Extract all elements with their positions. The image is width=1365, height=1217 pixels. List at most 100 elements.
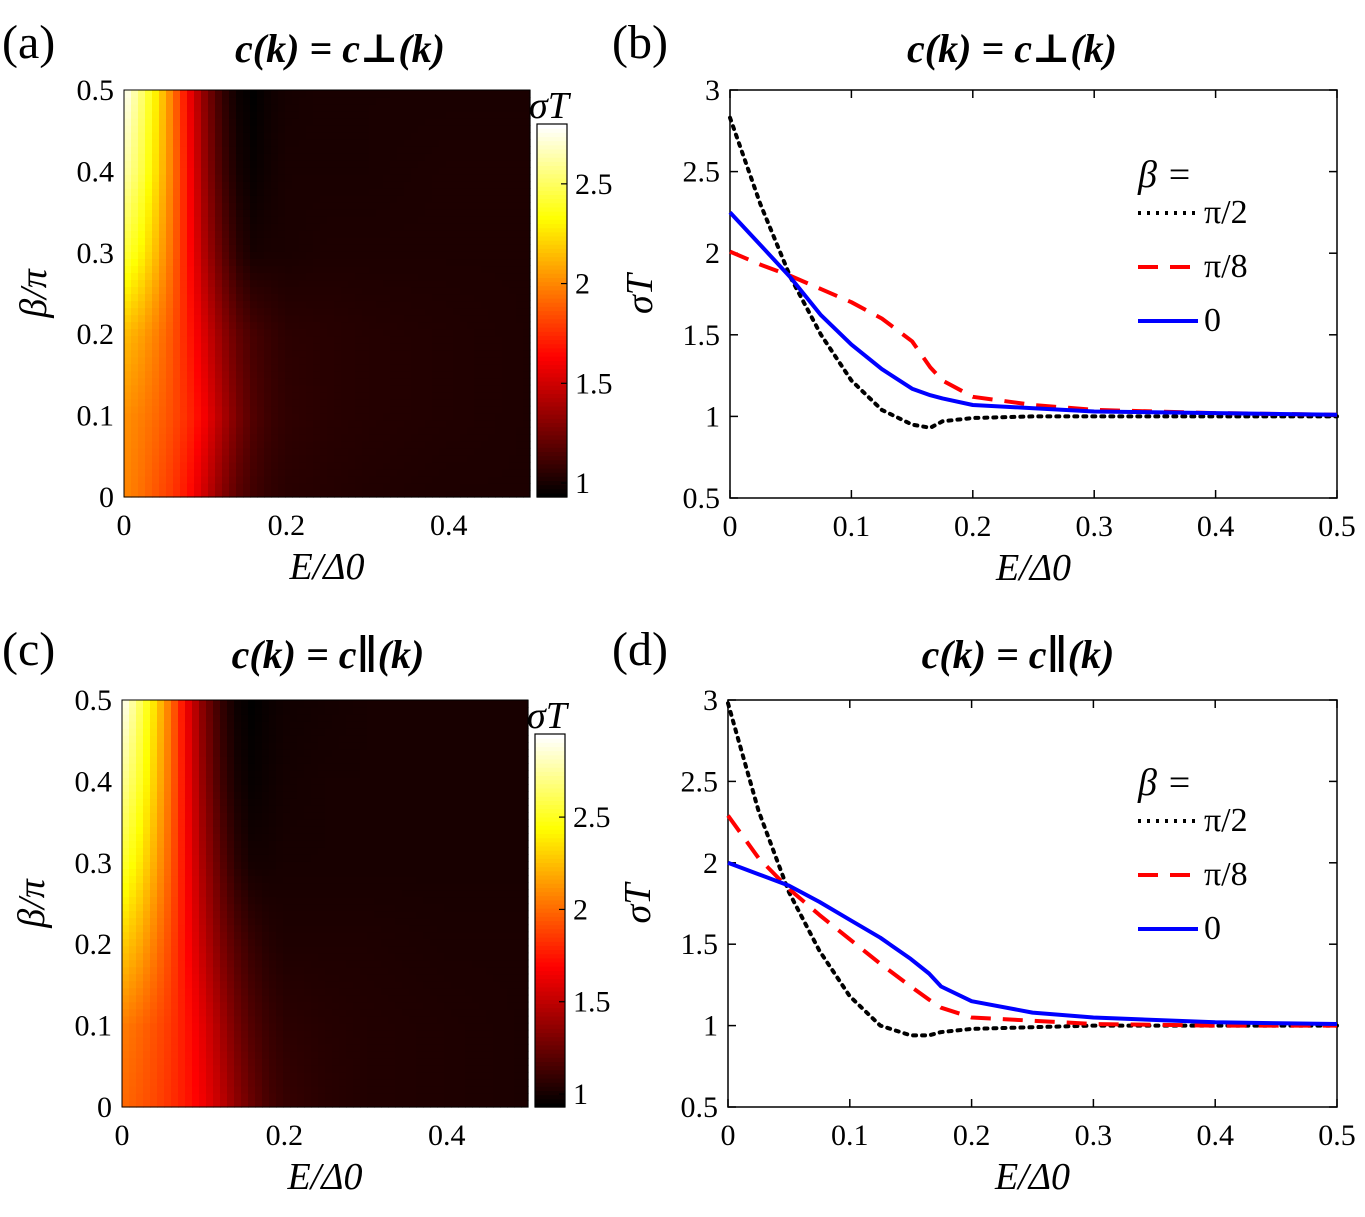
heatmap-cell	[306, 195, 314, 203]
heatmap-cell	[276, 875, 284, 884]
heatmap-cell	[283, 980, 291, 989]
heatmap-cell	[271, 454, 279, 463]
heatmap-cell	[432, 356, 440, 365]
heatmap-cell	[488, 146, 496, 154]
heatmap-cell	[285, 405, 293, 414]
heatmap-cell	[411, 321, 419, 330]
heatmap-cell	[222, 398, 230, 407]
heatmap-cell	[290, 728, 298, 736]
heatmap-cell	[213, 889, 221, 898]
heatmap-cell	[199, 812, 207, 820]
heatmap-cell	[173, 300, 181, 309]
heatmap-cell	[236, 363, 244, 372]
heatmap-cell	[171, 805, 179, 813]
heatmap-cell	[292, 356, 300, 365]
heatmap-cell	[285, 356, 293, 365]
heatmap-cell	[278, 104, 286, 112]
heatmap-cell	[290, 742, 298, 750]
heatmap-cell	[166, 97, 174, 105]
heatmap-cell	[241, 714, 249, 722]
heatmap-cell	[502, 321, 510, 330]
heatmap-cell	[467, 405, 475, 414]
heatmap-cell	[283, 1015, 291, 1024]
heatmap-cell	[262, 1078, 270, 1087]
heatmap-cell	[355, 482, 363, 491]
heatmap-cell	[159, 125, 167, 133]
heatmap-cell	[185, 847, 193, 855]
heatmap-cell	[222, 440, 230, 449]
heatmap-cell	[453, 279, 461, 288]
heatmap-cell	[255, 847, 263, 855]
heatmap-cell	[453, 118, 461, 126]
heatmap-cell	[201, 216, 209, 224]
heatmap-cell	[222, 118, 230, 126]
heatmap-cell	[250, 209, 258, 217]
heatmap-cell	[157, 868, 165, 877]
heatmap-cell	[516, 482, 524, 491]
heatmap-cell	[220, 896, 228, 905]
heatmap-cell	[269, 1043, 277, 1052]
heatmap-cell	[290, 749, 298, 757]
heatmap-cell	[290, 931, 298, 940]
heatmap-cell	[285, 335, 293, 344]
heatmap-cell	[138, 174, 146, 182]
heatmap-cell	[229, 167, 237, 175]
heatmap-cell	[474, 160, 482, 168]
heatmap-cell	[404, 132, 412, 140]
heatmap-cell	[383, 384, 391, 393]
heatmap-cell	[502, 258, 510, 267]
heatmap-cell	[164, 868, 172, 877]
heatmap-cell	[276, 826, 284, 834]
heatmap-cell	[136, 952, 144, 961]
heatmap-cell	[241, 1015, 249, 1024]
heatmap-cell	[180, 216, 188, 224]
heatmap-cell	[509, 412, 517, 421]
heatmap-cell	[255, 945, 263, 954]
colorbar-step	[537, 144, 567, 150]
heatmap-cell	[213, 910, 221, 919]
heatmap-cell	[439, 405, 447, 414]
heatmap-cell	[460, 489, 468, 498]
heatmap-cell	[383, 139, 391, 147]
heatmap-cell	[199, 749, 207, 757]
heatmap-cell	[369, 405, 377, 414]
heatmap-cell	[222, 244, 230, 252]
heatmap-cell	[285, 132, 293, 140]
heatmap-cell	[283, 728, 291, 736]
heatmap-cell	[145, 244, 153, 252]
heatmap-cell	[460, 342, 468, 351]
heatmap-cell	[220, 938, 228, 947]
heatmap-cell	[488, 447, 496, 456]
heatmap-cell	[404, 307, 412, 316]
heatmap-cell	[250, 349, 258, 358]
heatmap-cell	[150, 721, 158, 729]
heatmap-cell	[192, 1022, 200, 1031]
heatmap-cell	[194, 489, 202, 498]
heatmap-cell	[481, 104, 489, 112]
heatmap-cell	[236, 258, 244, 267]
heatmap-cell	[180, 447, 188, 456]
heatmap-cell	[481, 370, 489, 379]
heatmap-cell	[348, 321, 356, 330]
heatmap-cell	[285, 475, 293, 484]
heatmap-cell	[157, 875, 165, 884]
heatmap-cell	[432, 447, 440, 456]
heatmap-cell	[488, 398, 496, 407]
heatmap-cell	[299, 391, 307, 400]
heatmap-cell	[166, 321, 174, 330]
heatmap-cell	[411, 209, 419, 217]
heatmap-cell	[234, 882, 242, 891]
heatmap-cell	[348, 475, 356, 484]
heatmap-cell	[271, 321, 279, 330]
heatmap-cell	[206, 784, 214, 792]
heatmap-cell	[250, 426, 258, 435]
heatmap-cell	[495, 426, 503, 435]
heatmap-cell	[276, 1064, 284, 1073]
heatmap-cell	[453, 349, 461, 358]
heatmap-cell	[129, 959, 137, 968]
heatmap-cell	[250, 104, 258, 112]
heatmap-cell	[488, 272, 496, 281]
heatmap-cell	[334, 286, 342, 295]
heatmap-cell	[397, 153, 405, 161]
heatmap-cell	[164, 784, 172, 792]
